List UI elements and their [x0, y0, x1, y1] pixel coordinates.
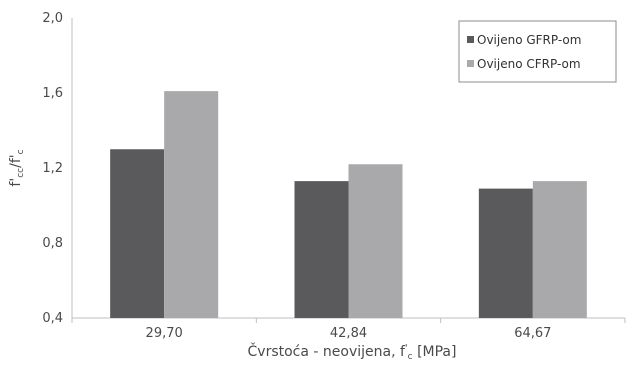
y-title-sub-cc: cc — [16, 168, 26, 178]
x-title-sup: ' — [405, 343, 408, 354]
x-tick-label: 29,70 — [146, 326, 183, 341]
bar-gfrp — [110, 149, 165, 318]
bar-cfrp — [532, 181, 587, 318]
legend-swatch-gfrp — [467, 36, 474, 43]
legend-box — [458, 20, 617, 83]
bar-cfrp — [348, 164, 403, 318]
x-title-sub: c — [408, 352, 413, 362]
y-title-sub-c: c — [16, 149, 26, 154]
x-title-main: Čvrstoća - neovijena, f — [248, 342, 406, 360]
y-tick-label: 0,4 — [42, 311, 63, 326]
x-tick-label: 42,84 — [330, 326, 367, 341]
bar-gfrp — [294, 181, 349, 318]
y-tick-label: 0,8 — [42, 236, 63, 251]
x-tick-labels: 29,70 42,84 64,67 — [146, 326, 552, 341]
y-axis-title: f'cc/f'c — [8, 149, 26, 186]
y-title-slash: /f — [8, 157, 24, 168]
x-title-unit: [MPa] — [413, 344, 457, 360]
legend-swatch-cfrp — [467, 60, 474, 67]
legend-label-cfrp: Ovijeno CFRP-om — [477, 57, 581, 71]
legend-label-gfrp: Ovijeno GFRP-om — [477, 33, 581, 47]
y-title-f: f — [8, 181, 24, 187]
x-tick-label: 64,67 — [514, 326, 551, 341]
y-title-prime: ' — [8, 178, 24, 182]
y-title-prime-2: ' — [8, 154, 24, 158]
bar-cfrp — [164, 91, 219, 318]
x-tick-marks — [71, 318, 626, 323]
y-tick-label: 1,6 — [42, 86, 63, 101]
x-axis-title: Čvrstoća - neovijena, f'c [MPa] — [248, 342, 457, 362]
bar-gfrp — [478, 188, 533, 318]
legend: Ovijeno GFRP-om Ovijeno CFRP-om — [458, 20, 617, 83]
bars — [110, 91, 587, 318]
y-tick-labels: 0,4 0,8 1,2 1,6 2,0 — [42, 11, 63, 326]
y-tick-label: 2,0 — [42, 11, 63, 26]
y-tick-label: 1,2 — [42, 161, 63, 176]
